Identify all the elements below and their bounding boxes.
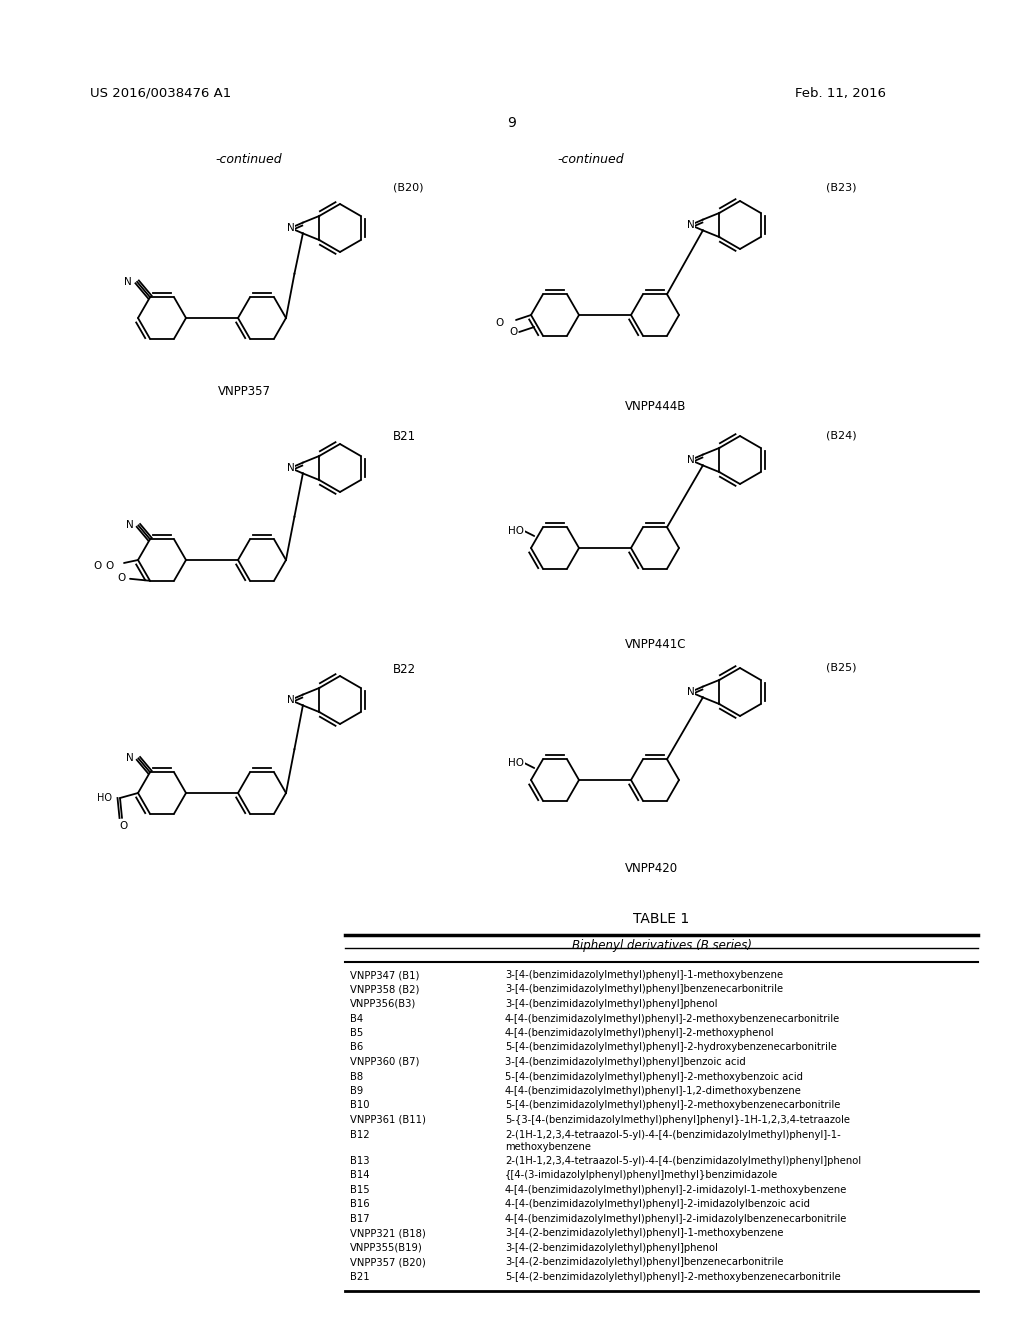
Text: B22: B22: [393, 663, 416, 676]
Text: O: O: [104, 561, 113, 572]
Text: (B20): (B20): [393, 183, 424, 193]
Text: B8: B8: [350, 1072, 364, 1081]
Text: VNPP441C: VNPP441C: [625, 638, 686, 651]
Text: -continued: -continued: [215, 153, 282, 166]
Text: N: N: [287, 223, 294, 234]
Text: VNPP356(B3): VNPP356(B3): [350, 999, 416, 1008]
Text: 5-[4-(benzimidazolylmethyl)phenyl]-2-hydroxybenzenecarbonitrile: 5-[4-(benzimidazolylmethyl)phenyl]-2-hyd…: [505, 1043, 837, 1052]
Text: B10: B10: [350, 1101, 370, 1110]
Text: (B25): (B25): [826, 663, 856, 673]
Text: N: N: [287, 463, 294, 473]
Text: B4: B4: [350, 1014, 364, 1023]
Text: VNPP444B: VNPP444B: [625, 400, 686, 413]
Text: 2-(1H-1,2,3,4-tetraazol-5-yl)-4-[4-(benzimidazolylmethyl)phenyl]phenol: 2-(1H-1,2,3,4-tetraazol-5-yl)-4-[4-(benz…: [505, 1155, 861, 1166]
Text: US 2016/0038476 A1: US 2016/0038476 A1: [90, 87, 231, 100]
Text: 3-[4-(2-benzimidazolylethyl)phenyl]phenol: 3-[4-(2-benzimidazolylethyl)phenyl]pheno…: [505, 1242, 718, 1253]
Text: -continued: -continued: [557, 153, 624, 166]
Text: O: O: [509, 327, 517, 337]
Text: {[4-(3-imidazolylphenyl)phenyl]methyl}benzimidazole: {[4-(3-imidazolylphenyl)phenyl]methyl}be…: [505, 1170, 778, 1180]
Text: O: O: [118, 573, 126, 583]
Text: B15: B15: [350, 1184, 370, 1195]
Text: B5: B5: [350, 1028, 364, 1038]
Text: 5-[4-(benzimidazolylmethyl)phenyl]-2-methoxybenzenecarbonitrile: 5-[4-(benzimidazolylmethyl)phenyl]-2-met…: [505, 1101, 841, 1110]
Text: VNPP321 (B18): VNPP321 (B18): [350, 1228, 426, 1238]
Text: B9: B9: [350, 1086, 364, 1096]
Text: N: N: [686, 455, 694, 465]
Text: 4-[4-(benzimidazolylmethyl)phenyl]-2-imidazolyl-1-methoxybenzene: 4-[4-(benzimidazolylmethyl)phenyl]-2-imi…: [505, 1184, 848, 1195]
Text: N: N: [126, 520, 133, 531]
Text: 4-[4-(benzimidazolylmethyl)phenyl]-2-methoxybenzenecarbonitrile: 4-[4-(benzimidazolylmethyl)phenyl]-2-met…: [505, 1014, 841, 1023]
Text: (B24): (B24): [826, 430, 857, 440]
Text: O: O: [496, 318, 504, 327]
Text: 3-[4-(2-benzimidazolylethyl)phenyl]benzenecarbonitrile: 3-[4-(2-benzimidazolylethyl)phenyl]benze…: [505, 1257, 783, 1267]
Text: B16: B16: [350, 1199, 370, 1209]
Text: B17: B17: [350, 1213, 370, 1224]
Text: B12: B12: [350, 1130, 370, 1139]
Text: methoxybenzene: methoxybenzene: [505, 1142, 591, 1152]
Text: N: N: [686, 220, 694, 230]
Text: VNPP347 (B1): VNPP347 (B1): [350, 970, 420, 979]
Text: VNPP357 (B20): VNPP357 (B20): [350, 1257, 426, 1267]
Text: B6: B6: [350, 1043, 364, 1052]
Text: 4-[4-(benzimidazolylmethyl)phenyl]-2-imidazolylbenzenecarbonitrile: 4-[4-(benzimidazolylmethyl)phenyl]-2-imi…: [505, 1213, 848, 1224]
Text: 3-[4-(benzimidazolylmethyl)phenyl]phenol: 3-[4-(benzimidazolylmethyl)phenyl]phenol: [505, 999, 718, 1008]
Text: O: O: [94, 561, 102, 572]
Text: Feb. 11, 2016: Feb. 11, 2016: [795, 87, 886, 100]
Text: O: O: [120, 821, 128, 832]
Text: B21: B21: [393, 430, 416, 444]
Text: B14: B14: [350, 1170, 370, 1180]
Text: Biphenyl derivatives (B series): Biphenyl derivatives (B series): [571, 939, 752, 952]
Text: 5-[4-(benzimidazolylmethyl)phenyl]-2-methoxybenzoic acid: 5-[4-(benzimidazolylmethyl)phenyl]-2-met…: [505, 1072, 803, 1081]
Text: N: N: [126, 754, 133, 763]
Text: 3-[4-(benzimidazolylmethyl)phenyl]benzenecarbonitrile: 3-[4-(benzimidazolylmethyl)phenyl]benzen…: [505, 985, 783, 994]
Text: 4-[4-(benzimidazolylmethyl)phenyl]-2-methoxyphenol: 4-[4-(benzimidazolylmethyl)phenyl]-2-met…: [505, 1028, 774, 1038]
Text: HO: HO: [508, 758, 524, 768]
Text: 4-[4-(benzimidazolylmethyl)phenyl]-2-imidazolylbenzoic acid: 4-[4-(benzimidazolylmethyl)phenyl]-2-imi…: [505, 1199, 810, 1209]
Text: 2-(1H-1,2,3,4-tetraazol-5-yl)-4-[4-(benzimidazolylmethyl)phenyl]-1-: 2-(1H-1,2,3,4-tetraazol-5-yl)-4-[4-(benz…: [505, 1130, 841, 1139]
Text: 5-{3-[4-(benzimidazolylmethyl)phenyl]phenyl}-1H-1,2,3,4-tetraazole: 5-{3-[4-(benzimidazolylmethyl)phenyl]phe…: [505, 1115, 850, 1125]
Text: VNPP361 (B11): VNPP361 (B11): [350, 1115, 426, 1125]
Text: 9: 9: [508, 116, 516, 129]
Text: 3-[4-(benzimidazolylmethyl)phenyl]-1-methoxybenzene: 3-[4-(benzimidazolylmethyl)phenyl]-1-met…: [505, 970, 783, 979]
Text: VNPP357: VNPP357: [218, 385, 271, 399]
Text: (B23): (B23): [826, 183, 856, 193]
Text: VNPP420: VNPP420: [625, 862, 678, 875]
Text: HO: HO: [97, 793, 112, 803]
Text: B13: B13: [350, 1155, 370, 1166]
Text: VNPP355(B19): VNPP355(B19): [350, 1242, 423, 1253]
Text: 5-[4-(2-benzimidazolylethyl)phenyl]-2-methoxybenzenecarbonitrile: 5-[4-(2-benzimidazolylethyl)phenyl]-2-me…: [505, 1271, 841, 1282]
Text: 3-[4-(benzimidazolylmethyl)phenyl]benzoic acid: 3-[4-(benzimidazolylmethyl)phenyl]benzoi…: [505, 1057, 745, 1067]
Text: O: O: [496, 318, 504, 327]
Text: TABLE 1: TABLE 1: [634, 912, 689, 927]
Text: VNPP360 (B7): VNPP360 (B7): [350, 1057, 420, 1067]
Text: 3-[4-(2-benzimidazolylethyl)phenyl]-1-methoxybenzene: 3-[4-(2-benzimidazolylethyl)phenyl]-1-me…: [505, 1228, 783, 1238]
Text: VNPP358 (B2): VNPP358 (B2): [350, 985, 420, 994]
Text: N: N: [686, 686, 694, 697]
Text: N: N: [287, 696, 294, 705]
Text: HO: HO: [508, 525, 524, 536]
Text: B21: B21: [350, 1271, 370, 1282]
Text: 4-[4-(benzimidazolylmethyl)phenyl]-1,2-dimethoxybenzene: 4-[4-(benzimidazolylmethyl)phenyl]-1,2-d…: [505, 1086, 802, 1096]
Text: N: N: [124, 277, 132, 286]
